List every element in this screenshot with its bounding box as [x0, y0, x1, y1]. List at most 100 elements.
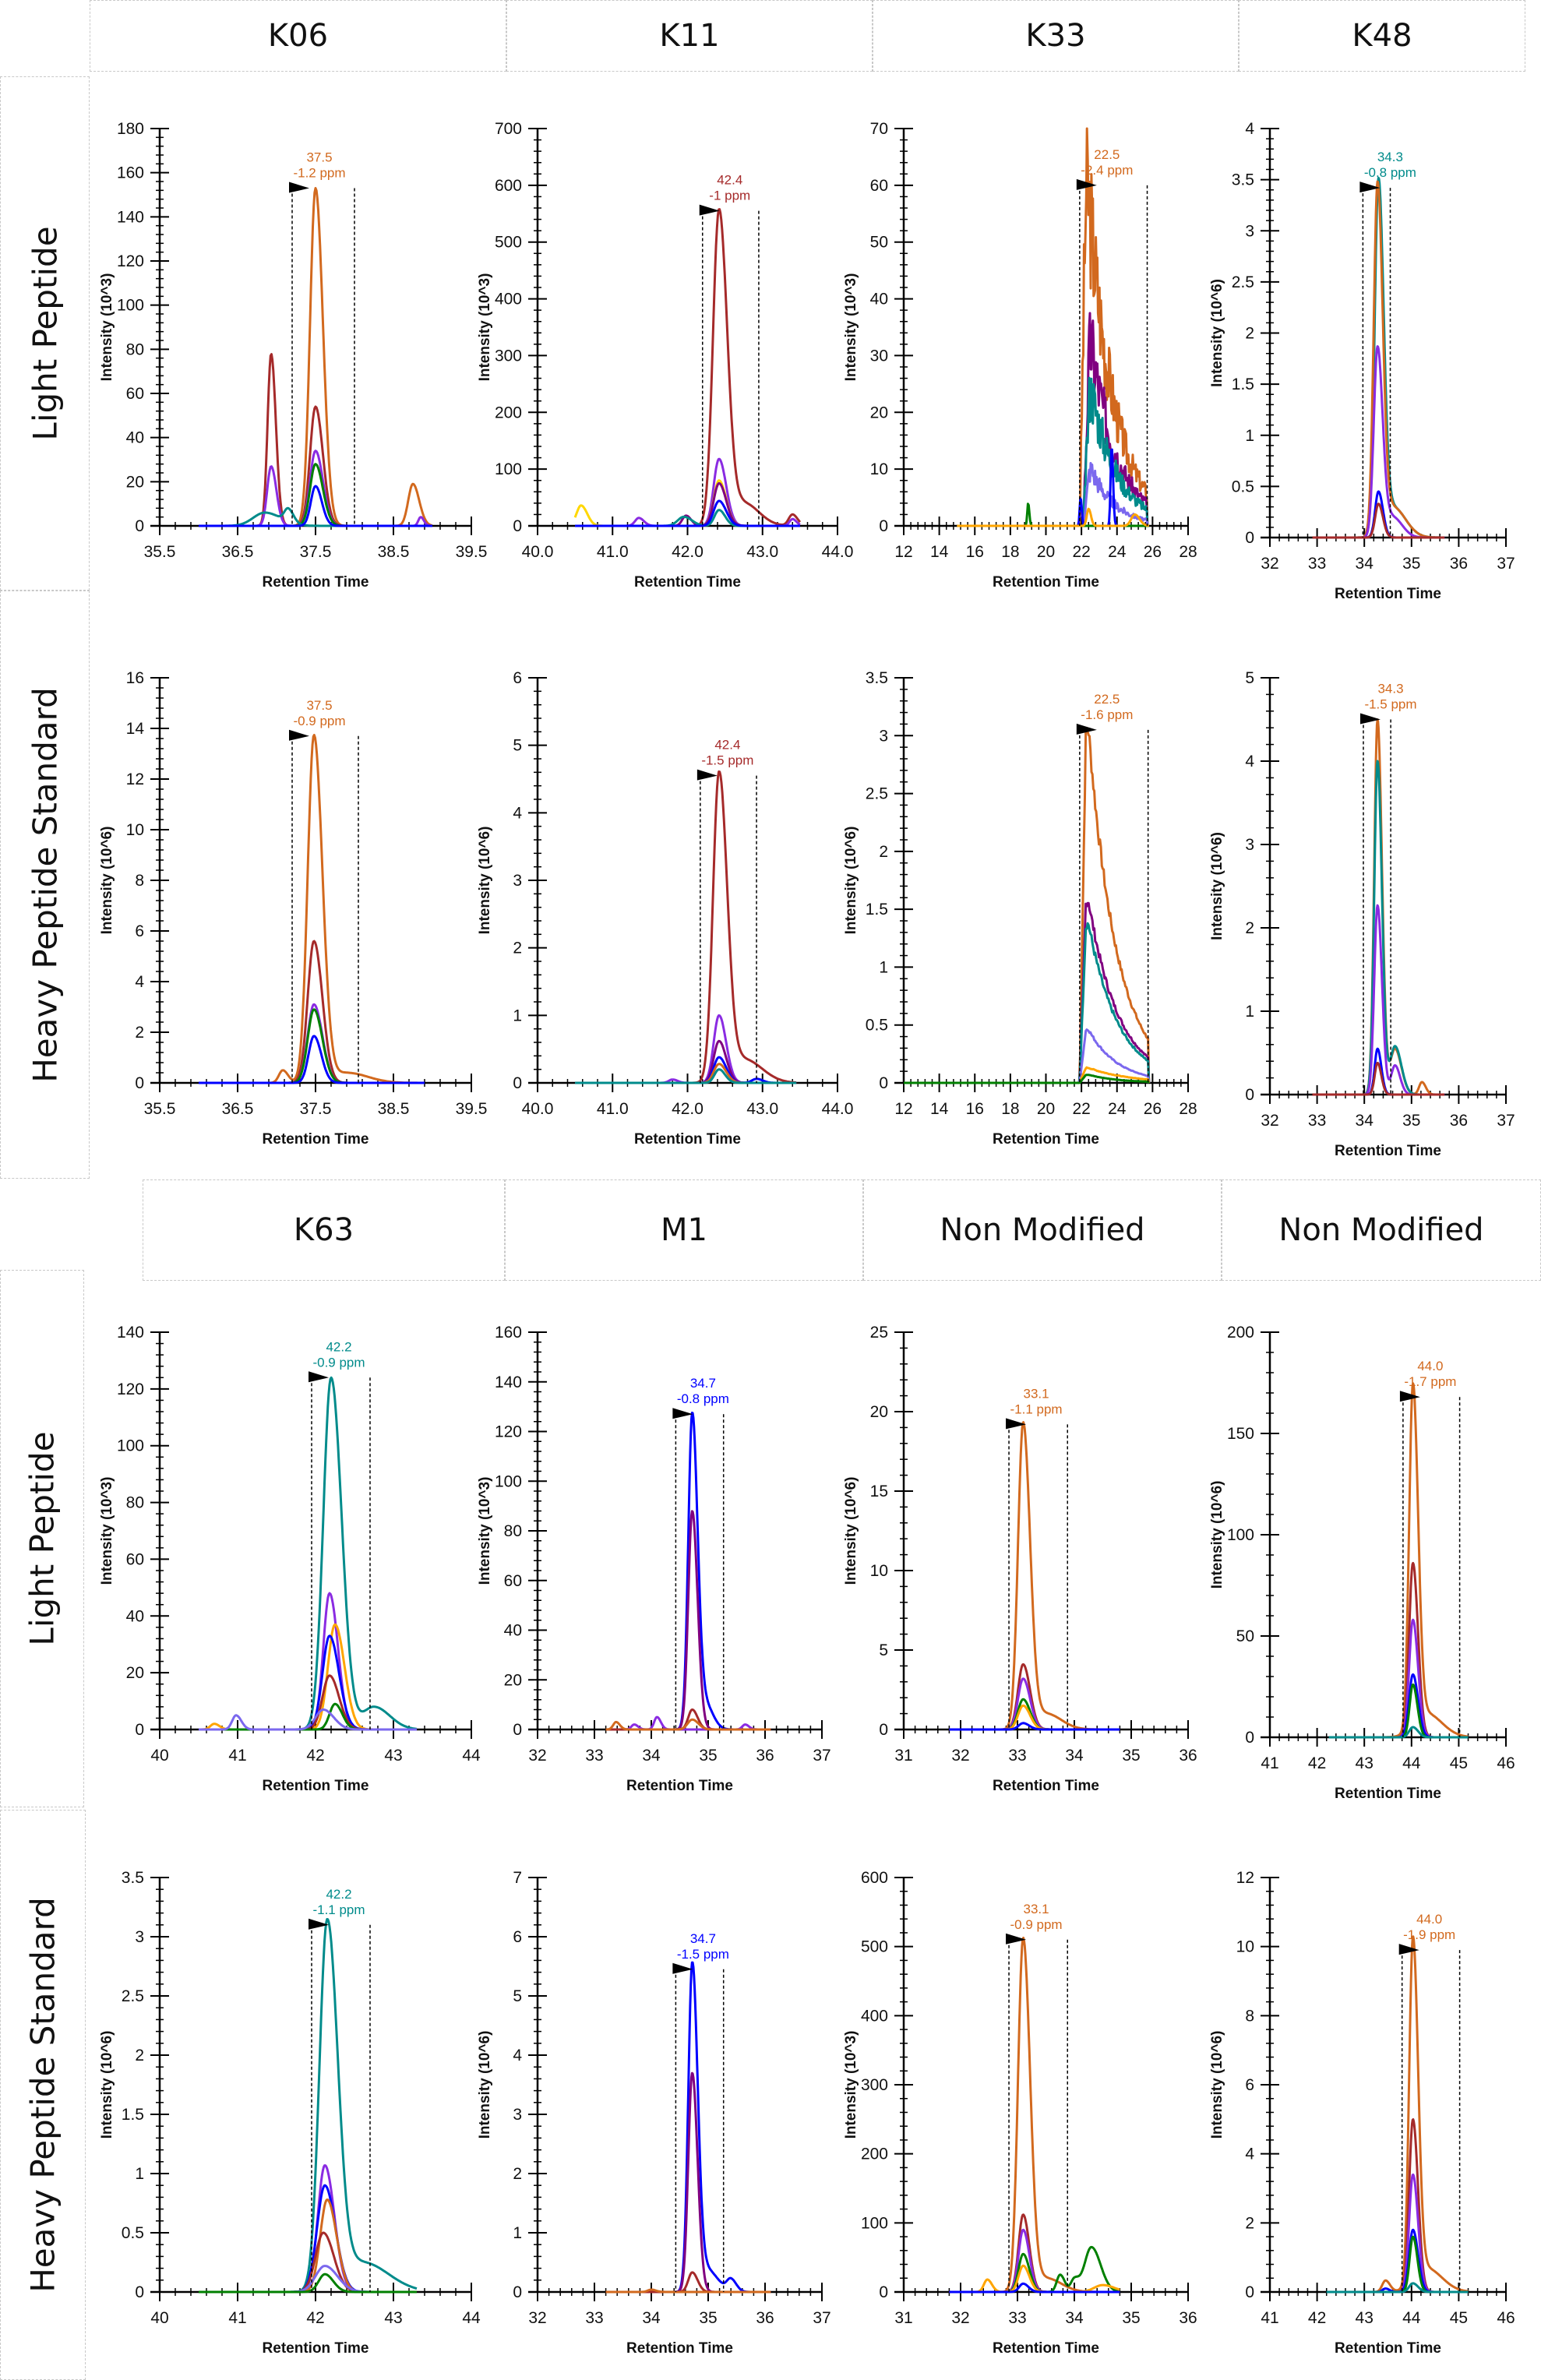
x-tick-label: 34: [1065, 1747, 1084, 1765]
x-tick-label: 44: [1402, 2309, 1421, 2327]
y-tick-label: 120: [495, 1423, 522, 1441]
series-line-gold: [903, 1066, 1151, 1084]
y-tick-label: 1: [135, 2165, 144, 2183]
series-line-darkred: [1311, 502, 1446, 539]
x-axis-title: Retention Time: [626, 1778, 733, 1794]
chromatogram-chart: 00.511.522.533.512 14 16 18 20 22 24 26 28Retent…: [843, 669, 1197, 1148]
series-line-green: [903, 1074, 1150, 1084]
y-axis-title: Intensity (10^3): [99, 273, 115, 382]
peak-retention-time-label: 33.1: [1024, 1902, 1049, 1916]
x-tick-label: 37: [1497, 555, 1515, 573]
chromatogram-chart: 0 0.5 1 1.5 2 2.5 3 3.5 40 41 42 43 44 Retention Time…: [99, 1869, 481, 2357]
row-label-text: Light Peptide: [26, 226, 64, 441]
chromatogram-chart: 0 20 40 60 80 100 120 140 160 180 35.5 36.5 37.5 38.5…: [99, 120, 488, 591]
x-tick-label: 35: [1122, 2309, 1140, 2327]
y-tick-label: 0: [879, 1721, 888, 1739]
y-tick-label: 400: [861, 2007, 888, 2025]
column-header-label: Non Modified: [1278, 1212, 1484, 1248]
y-tick-label: 3: [1245, 222, 1254, 240]
series-line-blue: [574, 499, 801, 527]
x-axis-title: Retention Time: [1335, 1786, 1441, 1802]
x-tick-label: 36: [1450, 555, 1468, 573]
y-tick-label: 12: [126, 770, 144, 788]
y-tick-label: 150: [1227, 1425, 1254, 1443]
x-tick-label: 31: [894, 2309, 912, 2327]
y-tick-label: 3: [1245, 836, 1254, 854]
y-axis-title: Intensity (10^3): [477, 273, 493, 382]
y-axis-title: Intensity (10^3): [477, 1477, 493, 1585]
series-line-teal: [1311, 760, 1446, 1096]
x-tick-label: 22: [1072, 1100, 1090, 1118]
series-line-orange: [605, 1718, 771, 1731]
x-tick-label: 42: [306, 2309, 324, 2327]
x-tick-label: 37: [813, 1747, 830, 1765]
peak-retention-time-label: 44.0: [1416, 1912, 1442, 1927]
series-line-green: [198, 1008, 425, 1084]
row-label-text: Heavy Peptide Standard: [26, 686, 64, 1083]
y-tick-label: 25: [870, 1324, 888, 1342]
y-tick-label: 0: [1245, 2283, 1254, 2301]
y-tick-label: 1: [879, 958, 888, 976]
series-line-blue: [1311, 490, 1446, 539]
x-tick-label: 41: [228, 1747, 246, 1765]
y-tick-label: 1.5: [1232, 376, 1254, 393]
x-tick-label: 45: [1450, 1754, 1468, 1772]
y-tick-label: 100: [495, 1472, 522, 1490]
x-tick-label: 33: [1308, 1112, 1326, 1130]
y-tick-label: 20: [870, 404, 888, 421]
y-tick-label: 6: [513, 1928, 522, 1946]
y-tick-label: 140: [495, 1373, 522, 1391]
x-tick-label: 42: [1308, 1754, 1326, 1772]
peak-retention-time-label: 22.5: [1094, 692, 1120, 707]
y-tick-label: 180: [117, 120, 144, 138]
y-tick-label: 2: [135, 2047, 144, 2064]
series-line-darkred: [1325, 2118, 1469, 2294]
y-tick-label: 2: [1245, 2214, 1254, 2232]
y-tick-label: 0: [1245, 1729, 1254, 1747]
x-tick-label: 37: [1497, 1112, 1515, 1130]
y-tick-label: 200: [1227, 1324, 1254, 1342]
x-tick-label: 39.5: [456, 543, 488, 561]
x-tick-label: 42.0: [672, 543, 704, 561]
series-line-blue: [198, 1035, 425, 1084]
y-tick-label: 500: [861, 1938, 888, 1956]
y-tick-label: 3: [513, 2106, 522, 2124]
y-tick-label: 20: [504, 1671, 522, 1689]
column-header-label: Non Modified: [940, 1212, 1145, 1248]
peak-marker-icon: [1006, 1933, 1027, 1945]
column-header-label: K63: [293, 1212, 354, 1248]
x-tick-label: 32: [1261, 1112, 1278, 1130]
y-tick-label: 4: [513, 2047, 522, 2064]
x-tick-label: 34: [642, 2309, 661, 2327]
x-tick-label: 32: [1261, 555, 1278, 573]
peak-mass-error-label: -1.9 ppm: [1403, 1927, 1455, 1942]
x-tick-label: 40: [150, 2309, 168, 2327]
y-tick-label: 8: [1245, 2007, 1254, 2025]
x-tick-label: 43.0: [746, 1100, 778, 1118]
peak-marker-icon: [672, 1962, 693, 1974]
x-tick-label: 28: [1179, 543, 1197, 561]
series-line-orange: [948, 1937, 1121, 2294]
series-line-darkred: [605, 2271, 771, 2294]
series-line-blue: [1311, 1047, 1446, 1096]
y-tick-label: 3: [879, 727, 888, 745]
y-tick-label: 600: [495, 177, 522, 195]
x-tick-label: 14: [930, 543, 949, 561]
x-tick-label: 26: [1144, 1100, 1162, 1118]
series-line-purple: [198, 1592, 418, 1731]
series-line-purple: [1328, 1618, 1469, 1739]
row-label: Light Peptide: [0, 76, 90, 591]
x-tick-label: 43: [1356, 1754, 1374, 1772]
x-tick-label: 40.0: [522, 1100, 554, 1118]
y-tick-label: 100: [117, 297, 144, 315]
y-tick-label: 1: [513, 1007, 522, 1024]
y-tick-label: 6: [135, 922, 144, 940]
series-line-darkred: [198, 2231, 418, 2294]
series-line-gold: [198, 1623, 418, 1731]
x-tick-label: 41.0: [597, 543, 629, 561]
x-tick-label: 16: [966, 1100, 984, 1118]
column-header: K33: [873, 0, 1239, 72]
x-tick-label: 33: [585, 2309, 603, 2327]
